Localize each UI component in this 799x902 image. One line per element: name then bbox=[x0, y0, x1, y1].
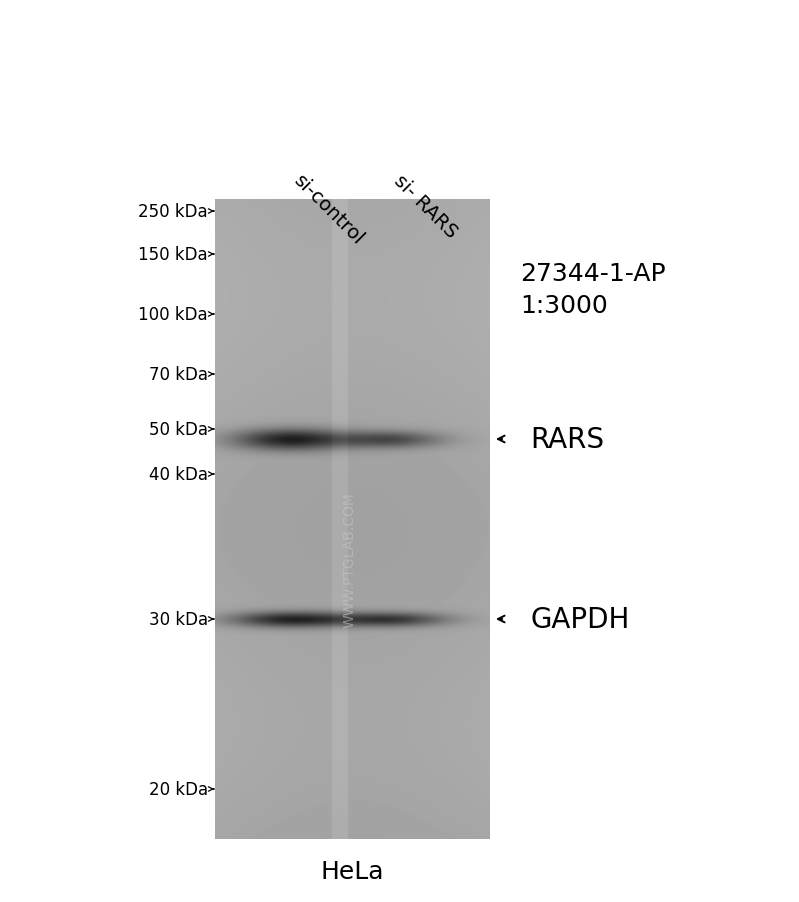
Text: 27344-1-AP
1:3000: 27344-1-AP 1:3000 bbox=[520, 262, 666, 318]
Text: si- RARS: si- RARS bbox=[390, 171, 461, 242]
Text: 40 kDa: 40 kDa bbox=[149, 465, 208, 483]
Text: RARS: RARS bbox=[530, 426, 604, 454]
Text: 250 kDa: 250 kDa bbox=[138, 203, 208, 221]
Text: 30 kDa: 30 kDa bbox=[149, 611, 208, 629]
Text: WWW.PTGLAB.COM: WWW.PTGLAB.COM bbox=[343, 492, 357, 627]
Text: GAPDH: GAPDH bbox=[530, 605, 630, 633]
Text: 20 kDa: 20 kDa bbox=[149, 780, 208, 798]
Text: 150 kDa: 150 kDa bbox=[138, 245, 208, 263]
Text: si-control: si-control bbox=[290, 171, 368, 249]
Text: 50 kDa: 50 kDa bbox=[149, 420, 208, 438]
Text: 70 kDa: 70 kDa bbox=[149, 365, 208, 383]
Text: 100 kDa: 100 kDa bbox=[138, 306, 208, 324]
Text: HeLa: HeLa bbox=[320, 859, 384, 883]
